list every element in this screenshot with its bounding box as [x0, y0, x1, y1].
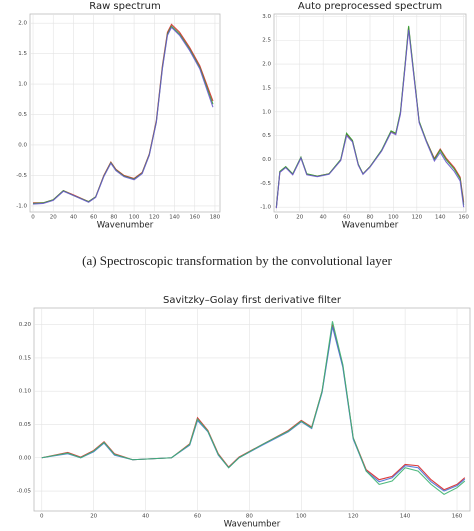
y-tick-label: 1.5: [262, 85, 271, 91]
x-tick-label: 80: [367, 215, 374, 221]
x-tick-label: 60: [194, 514, 201, 520]
y-tick-label: 0.5: [262, 133, 271, 139]
x-tick-label: 20: [90, 514, 97, 520]
plot-area: [33, 307, 471, 512]
y-tick-label: 3.0: [262, 14, 271, 20]
y-tick-label: -0.05: [17, 489, 32, 495]
y-tick-label: -0.5: [16, 173, 27, 179]
chart-title: Raw spectrum: [89, 1, 161, 12]
x-axis-label: Wavenumber: [224, 520, 281, 528]
x-tick-label: 0: [275, 215, 279, 221]
x-tick-label: 40: [320, 215, 327, 221]
series-line: [41, 326, 466, 492]
x-axis-label: Wavenumber: [97, 221, 154, 231]
x-tick-label: 120: [348, 514, 359, 520]
chart-title: Savitzky–Golay first derivative filter: [163, 295, 342, 306]
y-tick-label: 0.00: [19, 455, 32, 461]
x-tick-label: 40: [70, 215, 77, 221]
y-tick-label: 2.0: [262, 62, 271, 68]
x-tick-label: 100: [129, 215, 140, 221]
x-tick-label: 120: [412, 215, 423, 221]
x-axis-label: Wavenumber: [342, 221, 399, 231]
y-tick-label: 0.05: [19, 422, 32, 428]
x-tick-label: 20: [296, 215, 303, 221]
y-tick-label: 0.5: [18, 112, 27, 118]
y-tick-label: 1.0: [262, 109, 271, 115]
x-tick-label: 140: [169, 215, 180, 221]
x-tick-label: 160: [458, 215, 469, 221]
x-tick-label: 160: [189, 215, 200, 221]
series-line: [32, 26, 214, 205]
x-tick-label: 180: [210, 215, 221, 221]
series-line: [41, 321, 466, 496]
y-tick-label: 1.0: [18, 82, 27, 88]
x-tick-label: 140: [435, 215, 446, 221]
plot-area: [29, 13, 221, 213]
x-tick-label: 120: [149, 215, 160, 221]
x-tick-label: 80: [246, 514, 253, 520]
y-tick-label: 0.10: [19, 389, 32, 395]
x-tick-label: 60: [343, 215, 350, 221]
x-tick-label: 140: [400, 514, 411, 520]
y-tick-label: 2.0: [18, 21, 27, 27]
series-line: [275, 29, 465, 209]
y-tick-label: -1.0: [260, 205, 271, 211]
caption: (a) Spectroscopic transformation by the …: [82, 253, 392, 268]
x-tick-label: 80: [110, 215, 117, 221]
x-tick-label: 160: [452, 514, 463, 520]
x-tick-label: 0: [31, 215, 35, 221]
chart-title: Auto preprocessed spectrum: [298, 1, 442, 12]
y-tick-label: 1.5: [18, 51, 27, 57]
y-tick-label: -0.5: [260, 181, 271, 187]
x-tick-label: 40: [142, 514, 149, 520]
y-tick-label: -1.0: [16, 203, 27, 209]
x-tick-label: 0: [40, 514, 44, 520]
x-tick-label: 100: [388, 215, 399, 221]
x-tick-label: 20: [50, 215, 57, 221]
y-tick-label: 0.0: [18, 142, 27, 148]
x-tick-label: 100: [296, 514, 307, 520]
y-tick-label: 0.15: [19, 355, 32, 361]
y-tick-label: 2.5: [262, 38, 271, 44]
y-tick-label: 0.20: [19, 322, 32, 328]
y-tick-label: 0.0: [262, 157, 271, 163]
x-tick-label: 60: [90, 215, 97, 221]
